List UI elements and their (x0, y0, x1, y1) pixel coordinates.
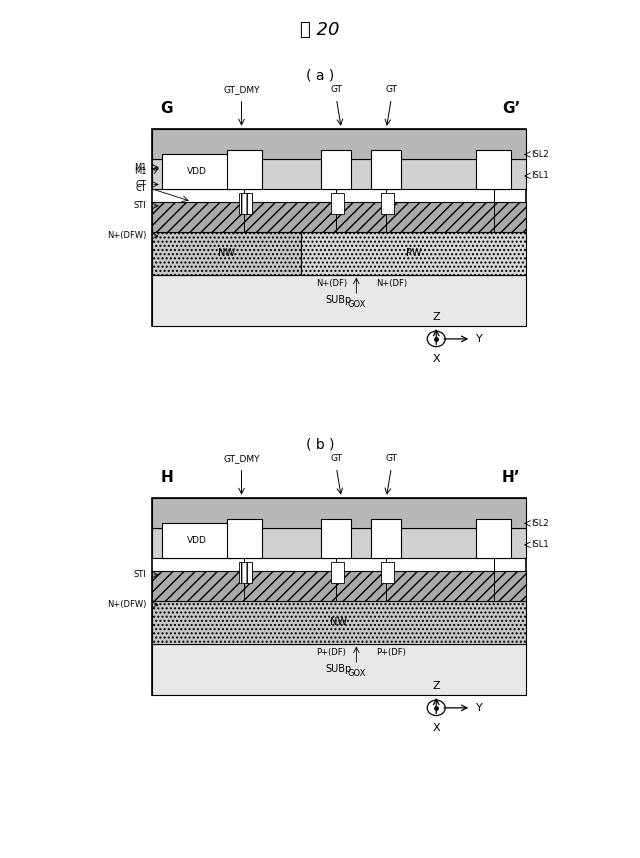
Text: Y: Y (476, 703, 483, 713)
Text: STI: STI (134, 202, 147, 210)
Bar (227, 519, 262, 558)
Text: X: X (433, 722, 440, 733)
Text: VDD: VDD (187, 167, 207, 176)
Text: GT: GT (330, 455, 342, 463)
Text: G’: G’ (502, 101, 520, 116)
Text: M1: M1 (134, 163, 147, 172)
Text: GT: GT (330, 86, 342, 94)
Text: G: G (161, 101, 173, 116)
Bar (227, 150, 262, 189)
Text: ISL1: ISL1 (531, 172, 548, 180)
Bar (152, 498, 526, 528)
Text: NW: NW (218, 248, 235, 258)
Text: GT: GT (385, 455, 397, 463)
Bar (152, 159, 526, 189)
Text: GT_DMY: GT_DMY (223, 455, 260, 463)
Text: Z: Z (433, 680, 440, 691)
Text: STI: STI (134, 571, 147, 579)
Bar (381, 562, 394, 583)
Text: Z: Z (433, 311, 440, 322)
Bar (152, 498, 526, 695)
Bar (371, 519, 401, 558)
Bar (152, 129, 526, 159)
Text: P+(DF): P+(DF) (316, 648, 346, 656)
Bar (371, 150, 401, 189)
Bar (476, 519, 511, 558)
Text: CT: CT (136, 180, 147, 189)
Text: CT: CT (136, 184, 147, 193)
Text: GT: GT (385, 86, 397, 94)
Bar (476, 150, 511, 189)
Text: N+(DF): N+(DF) (376, 279, 407, 287)
Text: Y: Y (476, 334, 483, 344)
Bar (152, 275, 526, 326)
Text: VDD: VDD (187, 536, 207, 545)
Bar (152, 232, 301, 275)
Bar (152, 571, 526, 601)
Text: GOX: GOX (347, 300, 365, 309)
Text: M1: M1 (134, 167, 147, 176)
Bar (162, 154, 232, 189)
Bar (152, 528, 526, 558)
Bar (152, 129, 526, 326)
Text: ISL2: ISL2 (531, 519, 548, 528)
Text: N+(DFW): N+(DFW) (108, 232, 147, 240)
Text: X: X (433, 353, 440, 364)
Text: ( a ): ( a ) (306, 69, 334, 82)
Text: ISL1: ISL1 (531, 541, 548, 549)
Text: GOX: GOX (347, 669, 365, 678)
Bar (332, 193, 344, 214)
Text: N+(DFW): N+(DFW) (108, 601, 147, 609)
Bar (152, 601, 526, 644)
Text: P+(DF): P+(DF) (376, 648, 406, 656)
Bar (239, 562, 252, 583)
Text: GT_DMY: GT_DMY (223, 86, 260, 94)
Text: SUBp: SUBp (326, 295, 352, 305)
Text: N+(DF): N+(DF) (316, 279, 347, 287)
Bar (152, 644, 526, 695)
Text: H’: H’ (502, 470, 520, 485)
Bar (321, 150, 351, 189)
Text: ISL2: ISL2 (531, 150, 548, 159)
Bar (381, 193, 394, 214)
Bar (321, 519, 351, 558)
Text: PW: PW (406, 248, 422, 258)
Bar (301, 232, 526, 275)
Bar (239, 193, 252, 214)
Text: 図 20: 図 20 (300, 21, 340, 39)
Bar (332, 562, 344, 583)
Text: H: H (160, 470, 173, 485)
Text: ( b ): ( b ) (306, 438, 334, 451)
Text: NW: NW (330, 617, 348, 627)
Bar (152, 202, 526, 232)
Bar (162, 523, 232, 558)
Text: SUBp: SUBp (326, 664, 352, 674)
